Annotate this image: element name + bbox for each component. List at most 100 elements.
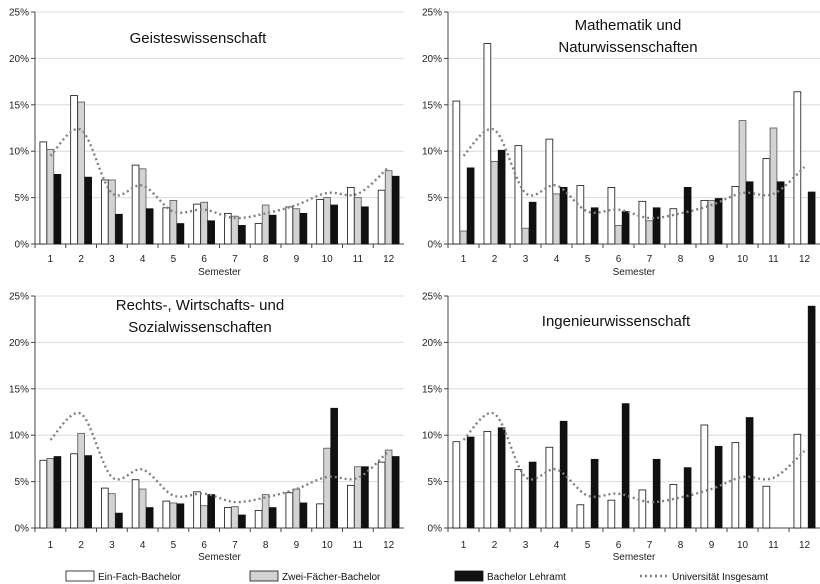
bar-ein-fach-bachelor-12	[793, 91, 802, 245]
bar-ein-fach-bachelor-1	[452, 100, 461, 245]
bar-zwei-f-cher-bachelor-1	[46, 457, 55, 529]
bar-bachelor-lehramt-2	[497, 149, 506, 245]
y-tick-label: 10%	[422, 431, 442, 442]
x-tick-label: 2	[492, 540, 498, 551]
bar-zwei-f-cher-bachelor-4	[552, 193, 561, 245]
bar-bachelor-lehramt-6	[621, 403, 630, 529]
bar-ein-fach-bachelor-8	[254, 509, 263, 529]
bar-bachelor-lehramt-9	[299, 502, 308, 529]
bar-ein-fach-bachelor-10	[316, 199, 324, 245]
y-tick-label: 10%	[9, 431, 29, 442]
bar-ein-fach-bachelor-10	[731, 442, 740, 529]
x-tick-label: 12	[799, 540, 811, 551]
y-tick-label: 0%	[428, 240, 443, 251]
legend-label: Universität Insgesamt	[672, 572, 768, 583]
y-tick-label: 0%	[15, 524, 30, 535]
y-tick-label: 15%	[9, 100, 29, 111]
x-tick-label: 8	[678, 254, 684, 265]
y-tick-label: 20%	[422, 54, 442, 65]
bar-zwei-f-cher-bachelor-10	[323, 447, 331, 529]
line-universitaet-insgesamt	[462, 411, 806, 504]
x-tick-label: 3	[109, 254, 115, 265]
bar-bachelor-lehramt-7	[238, 514, 246, 529]
x-tick-label: 5	[171, 540, 177, 551]
bar-ein-fach-bachelor-8	[669, 208, 678, 245]
x-tick-label: 7	[232, 540, 238, 551]
x-tick-label: 1	[461, 254, 467, 265]
x-tick-label: 5	[585, 540, 591, 551]
x-tick-label: 4	[140, 254, 146, 265]
bar-ein-fach-bachelor-4	[545, 138, 554, 245]
y-tick-label: 25%	[9, 8, 29, 19]
bar-zwei-f-cher-bachelor-6	[200, 505, 208, 529]
x-tick-label: 7	[647, 540, 653, 551]
bar-ein-fach-bachelor-9	[285, 492, 294, 529]
bar-zwei-f-cher-bachelor-3	[108, 493, 116, 529]
y-tick-label: 5%	[428, 193, 443, 204]
chart-panel-2: 0%5%10%15%20%25%1 2 3 4 5 6 7 8 9 10 11 12SemesterM…	[422, 8, 820, 278]
bar-ein-fach-bachelor-3	[101, 487, 109, 529]
bar-ein-fach-bachelor-5	[162, 500, 171, 529]
x-tick-label: 7	[647, 254, 653, 265]
bar-ein-fach-bachelor-2	[483, 43, 492, 245]
x-tick-label: 9	[294, 540, 300, 551]
legend-label: Zwei-Fächer-Bachelor	[282, 572, 381, 583]
x-tick-label: 9	[709, 540, 715, 551]
bar-zwei-f-cher-bachelor-2	[77, 432, 85, 529]
x-tick-label: 11	[353, 254, 364, 265]
legend-swatch	[454, 570, 484, 582]
bar-ein-fach-bachelor-3	[514, 145, 523, 245]
bar-zwei-f-cher-bachelor-12	[384, 449, 393, 529]
bar-bachelor-lehramt-11	[776, 181, 785, 245]
bar-zwei-f-cher-bachelor-12	[384, 170, 393, 245]
x-tick-label: 1	[48, 254, 54, 265]
bar-ein-fach-bachelor-4	[131, 164, 140, 245]
legend-label: Ein-Fach-Bachelor	[98, 572, 181, 583]
bar-bachelor-lehramt-3	[115, 213, 123, 245]
legend-swatch	[65, 570, 95, 582]
y-tick-label: 5%	[428, 477, 443, 488]
bar-ein-fach-bachelor-11	[762, 485, 771, 529]
x-tick-label: 10	[322, 254, 334, 265]
bar-zwei-f-cher-bachelor-7	[231, 215, 239, 245]
bar-bachelor-lehramt-5	[176, 503, 185, 529]
bar-zwei-f-cher-bachelor-9	[292, 208, 301, 245]
x-tick-label: 12	[383, 254, 395, 265]
x-tick-label: 6	[201, 254, 207, 265]
x-tick-label: 5	[171, 254, 177, 265]
bar-ein-fach-bachelor-7	[638, 200, 647, 245]
bar-bachelor-lehramt-1	[53, 173, 62, 245]
bar-bachelor-lehramt-10	[330, 407, 338, 529]
bar-zwei-f-cher-bachelor-7	[231, 506, 239, 529]
panel-title: Rechts-, Wirtschafts- und	[116, 297, 284, 314]
bar-ein-fach-bachelor-5	[162, 207, 171, 245]
bar-bachelor-lehramt-8	[683, 467, 692, 529]
x-tick-label: 8	[263, 254, 269, 265]
x-tick-label: 7	[232, 254, 238, 265]
bar-bachelor-lehramt-1	[466, 167, 475, 245]
x-axis-label: Semester	[613, 552, 656, 563]
chart-panel-3: 0%5%10%15%20%25%1 2 3 4 5 6 7 8 9 10 11 12SemesterR…	[9, 292, 404, 563]
x-tick-label: 12	[799, 254, 811, 265]
line-universitaet-insgesamt	[462, 127, 806, 220]
x-tick-label: 8	[678, 540, 684, 551]
bar-bachelor-lehramt-4	[145, 507, 154, 529]
x-tick-label: 4	[140, 540, 146, 551]
bar-zwei-f-cher-bachelor-10	[738, 120, 747, 245]
bar-ein-fach-bachelor-9	[285, 206, 294, 245]
bar-ein-fach-bachelor-7	[224, 507, 232, 529]
bar-zwei-f-cher-bachelor-8	[261, 204, 270, 245]
bar-bachelor-lehramt-8	[268, 214, 277, 245]
bar-zwei-f-cher-bachelor-8	[261, 494, 270, 529]
bar-bachelor-lehramt-9	[714, 445, 723, 529]
x-tick-label: 6	[201, 540, 207, 551]
bar-ein-fach-bachelor-6	[607, 186, 616, 245]
bar-bachelor-lehramt-2	[497, 427, 506, 529]
x-tick-label: 6	[616, 254, 622, 265]
x-tick-label: 11	[768, 540, 779, 551]
y-tick-label: 15%	[422, 384, 442, 395]
x-tick-label: 2	[78, 254, 84, 265]
bar-zwei-f-cher-bachelor-9	[292, 488, 301, 529]
bar-ein-fach-bachelor-6	[607, 499, 616, 529]
